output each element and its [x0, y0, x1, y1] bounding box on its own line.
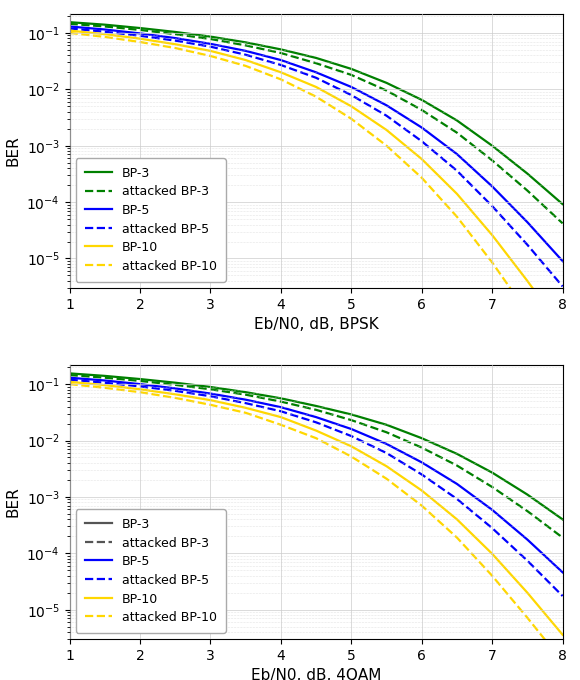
Legend: BP-3, attacked BP-3, BP-5, attacked BP-5, BP-10, attacked BP-10: BP-3, attacked BP-3, BP-5, attacked BP-5… — [76, 158, 226, 282]
Y-axis label: BER: BER — [6, 135, 21, 166]
X-axis label: Eb/N0, dB, 4QAM: Eb/N0, dB, 4QAM — [251, 668, 381, 680]
X-axis label: Eb/N0, dB, BPSK: Eb/N0, dB, BPSK — [253, 318, 379, 333]
Legend: BP-3, attacked BP-3, BP-5, attacked BP-5, BP-10, attacked BP-10: BP-3, attacked BP-3, BP-5, attacked BP-5… — [76, 509, 226, 633]
Y-axis label: BER: BER — [6, 487, 21, 517]
